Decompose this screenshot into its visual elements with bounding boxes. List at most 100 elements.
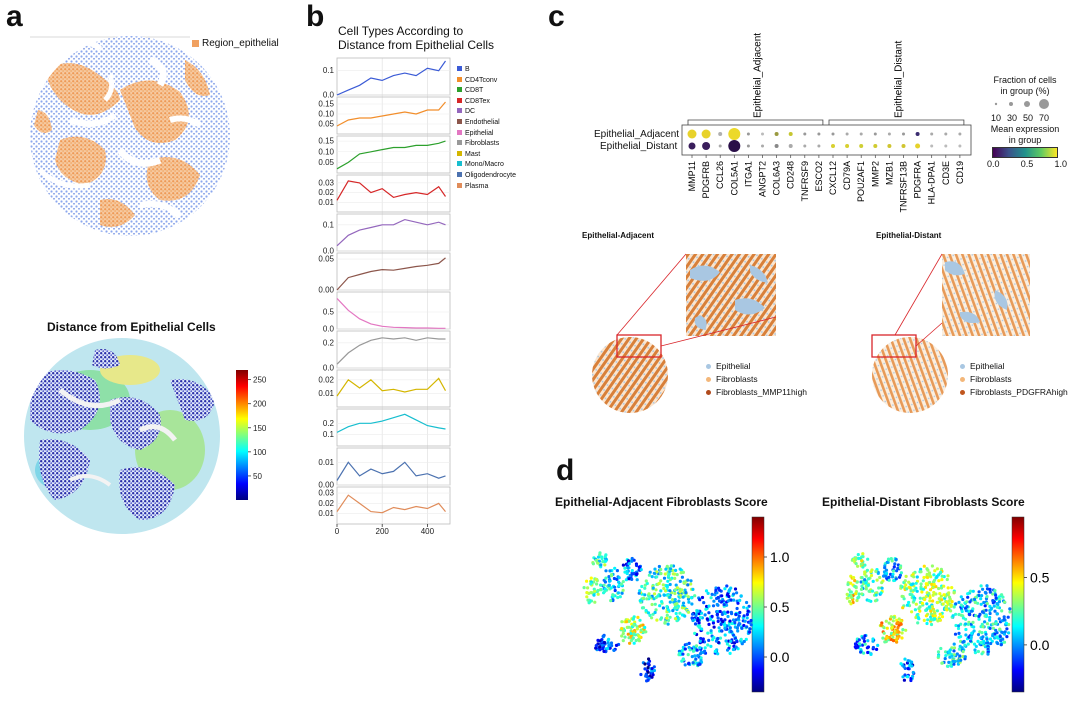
umap-cell-point <box>673 576 677 581</box>
umap-cell-point <box>931 599 935 603</box>
umap-cell-point <box>866 577 871 581</box>
umap-cell-point <box>939 646 943 651</box>
umap-cell-point <box>719 629 723 633</box>
dot-adjacent-pdgfra <box>915 132 920 136</box>
dot-adjacent-col6a3 <box>774 132 779 136</box>
umap-cell-point <box>949 609 953 613</box>
subplot-frame <box>336 96 451 135</box>
gene-label: ANGPT2 <box>758 161 768 197</box>
legend-swatch <box>457 182 462 188</box>
umap-cell-point <box>954 623 958 628</box>
y-tick-label: 0.10 <box>318 147 334 156</box>
umap-cell-point <box>688 648 692 652</box>
umap-cell-point <box>897 630 901 634</box>
expression-legend: Mean expression in group <box>986 124 1064 146</box>
umap-cell-point <box>929 622 934 627</box>
umap-cell-point <box>985 584 989 588</box>
umap-cell-point <box>736 616 741 621</box>
umap-cell-point <box>713 593 717 597</box>
umap-cell-point <box>964 633 968 637</box>
dot-distant-tnfrsf9 <box>803 144 807 148</box>
umap-cell-point <box>988 615 992 620</box>
dot-distant-cd79a <box>845 144 850 148</box>
dot-adjacent-tnfrsf9 <box>803 132 807 136</box>
umap-cell-point <box>954 602 958 606</box>
umap-cell-point <box>643 625 647 630</box>
umap-cell-point <box>607 637 611 641</box>
umap-cell-point <box>638 618 642 622</box>
gene-label: TNFRSF13B <box>899 161 909 213</box>
legend-item: Endothelial <box>457 118 516 129</box>
umap-cell-point <box>657 581 661 586</box>
umap-cell-point <box>863 563 867 567</box>
umap-cell-point <box>727 594 731 599</box>
legend-item: Epithelial <box>457 129 516 140</box>
umap-cell-point <box>947 650 951 654</box>
tissue-legend-item: Fibroblasts_MMP11high <box>706 386 807 399</box>
umap-cell-point <box>895 569 899 573</box>
tissue-legend-dot <box>706 364 711 370</box>
umap-cell-point <box>889 615 893 619</box>
umap-cell-point <box>983 604 987 608</box>
dot-distant-hla-dpa1 <box>930 144 934 148</box>
dot-distant-itga1 <box>746 144 750 148</box>
umap-cell-point <box>933 578 937 582</box>
tissue-legend-dot <box>960 377 965 383</box>
colorbar-tick-label: 150 <box>253 424 267 433</box>
umap-cell-point <box>698 646 702 650</box>
umap-cell-point <box>689 582 693 586</box>
umap-cell-point <box>926 568 930 572</box>
umap-cell-point <box>683 614 687 618</box>
umap-cell-point <box>716 652 720 656</box>
umap-cell-point <box>606 646 610 651</box>
umap-cell-point <box>993 589 997 593</box>
dot-adjacent-pdgfrb <box>701 129 711 139</box>
umap-cell-point <box>617 580 621 584</box>
umap-cell-point <box>919 582 923 586</box>
umap-cell-point <box>995 605 1000 609</box>
distant-bracket <box>828 119 965 125</box>
umap-cell-point <box>623 635 627 639</box>
legend-item: DC <box>457 107 516 118</box>
umap-cell-point <box>681 595 685 599</box>
umap-cell-point <box>742 623 746 628</box>
umap-cell-point <box>853 579 857 583</box>
umap-cell-point <box>948 595 952 599</box>
umap-cell-point <box>971 589 975 593</box>
umap-cell-point <box>915 613 919 617</box>
umap-cell-point <box>663 621 667 625</box>
umap-cell-point <box>625 569 629 573</box>
umap-cell-point <box>1005 627 1009 631</box>
umap-cell-point <box>904 583 908 587</box>
fraction-legend-dot <box>1024 101 1030 107</box>
umap-cell-point <box>592 593 596 597</box>
umap-cell-point <box>634 563 639 568</box>
umap-cell-point <box>668 615 672 619</box>
umap-cell-point <box>705 604 709 609</box>
umap-cell-point <box>849 581 853 585</box>
umap-cell-point <box>621 580 625 584</box>
umap-cell-point <box>731 647 736 652</box>
umap-cell-point <box>604 559 608 563</box>
umap-cell-point <box>620 634 624 638</box>
umap-cell-point <box>698 598 702 602</box>
umap-cell-point <box>732 598 736 602</box>
tissue-adjacent-legend: Epithelial Fibroblasts Fibroblasts_MMP11hi… <box>706 360 807 399</box>
umap-cell-point <box>996 636 1000 640</box>
umap-cell-point <box>891 619 895 623</box>
umap-cell-point <box>993 609 997 613</box>
umap-cell-point <box>879 591 883 595</box>
umap-cell-point <box>661 606 666 610</box>
subplot-frame <box>336 486 451 525</box>
umap-cell-point <box>608 569 612 573</box>
umap-cell-point <box>664 567 668 571</box>
umap-cell-point <box>726 648 730 652</box>
umap-cell-point <box>654 608 658 612</box>
umap-cell-point <box>631 636 635 640</box>
legend-label: Epithelial <box>465 129 494 137</box>
umap-cell-point <box>982 600 986 605</box>
umap-cell-point <box>859 650 863 654</box>
umap-cell-point <box>862 639 867 643</box>
umap-cell-point <box>627 577 631 581</box>
